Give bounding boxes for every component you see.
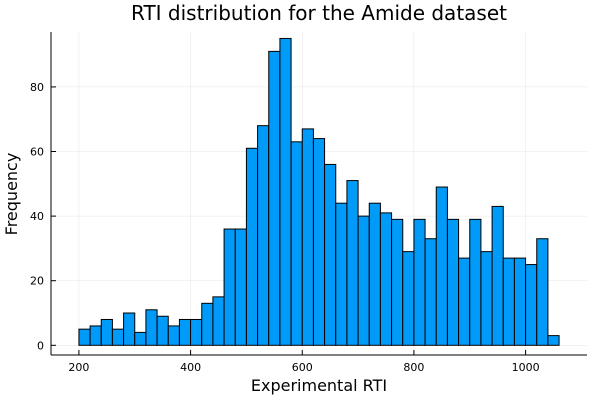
histogram-bar (446, 218, 460, 346)
axes-layer (50, 32, 587, 356)
y-tick-label: 0 (37, 339, 44, 352)
histogram-bar (123, 312, 136, 346)
histogram-bar (536, 238, 549, 346)
histogram-bar (134, 331, 147, 346)
histogram-bar (525, 264, 538, 346)
histogram-bar (491, 205, 504, 346)
histogram-bar (324, 163, 337, 346)
chart-title: RTI distribution for the Amide dataset (131, 1, 507, 25)
histogram-bar (346, 180, 359, 346)
histogram-bar (547, 335, 560, 346)
y-tick-label: 40 (30, 210, 44, 223)
histogram-bar (402, 251, 415, 346)
histogram-bar (413, 218, 426, 346)
histogram-bar (167, 325, 180, 346)
x-axis-label: Experimental RTI (251, 376, 387, 395)
histogram-bar (435, 186, 448, 346)
histogram-bar (301, 128, 314, 346)
histogram-bar (391, 218, 404, 346)
y-tick-label: 60 (30, 146, 44, 159)
histogram-bar (424, 238, 437, 346)
x-tick-label: 800 (403, 361, 424, 374)
histogram-bar (223, 228, 236, 346)
histogram-bar (111, 328, 125, 346)
histogram-bar (257, 125, 270, 346)
histogram-bar (234, 228, 247, 346)
y-tick-label: 20 (30, 275, 44, 288)
histogram-bar (368, 202, 381, 346)
y-axis-label: Frequency (2, 153, 21, 236)
histogram-bar (145, 309, 158, 346)
x-tick-label: 400 (180, 361, 201, 374)
histogram-bar (290, 141, 303, 346)
histogram-bar (513, 257, 527, 346)
histogram-bar (156, 315, 169, 346)
histogram-bar (100, 318, 113, 346)
histogram-bar (89, 325, 102, 346)
histogram-bar (201, 302, 214, 346)
histogram-bar (480, 251, 493, 346)
histogram-bar (212, 296, 225, 346)
x-tick-label: 200 (68, 361, 89, 374)
histogram-bar (469, 218, 482, 346)
histogram-bar (357, 215, 370, 346)
ticks-layer: 200 400 600 800 1000 0 20 40 60 80 (30, 81, 540, 374)
histogram-bar (78, 328, 91, 346)
bars-layer (78, 37, 560, 346)
histogram-bar (379, 212, 393, 346)
histogram-bar (279, 37, 292, 346)
histogram-bar (190, 318, 203, 346)
histogram-bar (458, 257, 471, 346)
histogram-bar (312, 138, 326, 346)
histogram-bar (502, 257, 515, 346)
histogram-bar (178, 318, 192, 346)
x-tick-label: 1000 (512, 361, 540, 374)
histogram-bar (245, 147, 259, 346)
histogram-bar (335, 202, 348, 346)
y-tick-label: 80 (30, 81, 44, 94)
x-tick-label: 600 (292, 361, 313, 374)
histogram-bar (268, 50, 281, 346)
